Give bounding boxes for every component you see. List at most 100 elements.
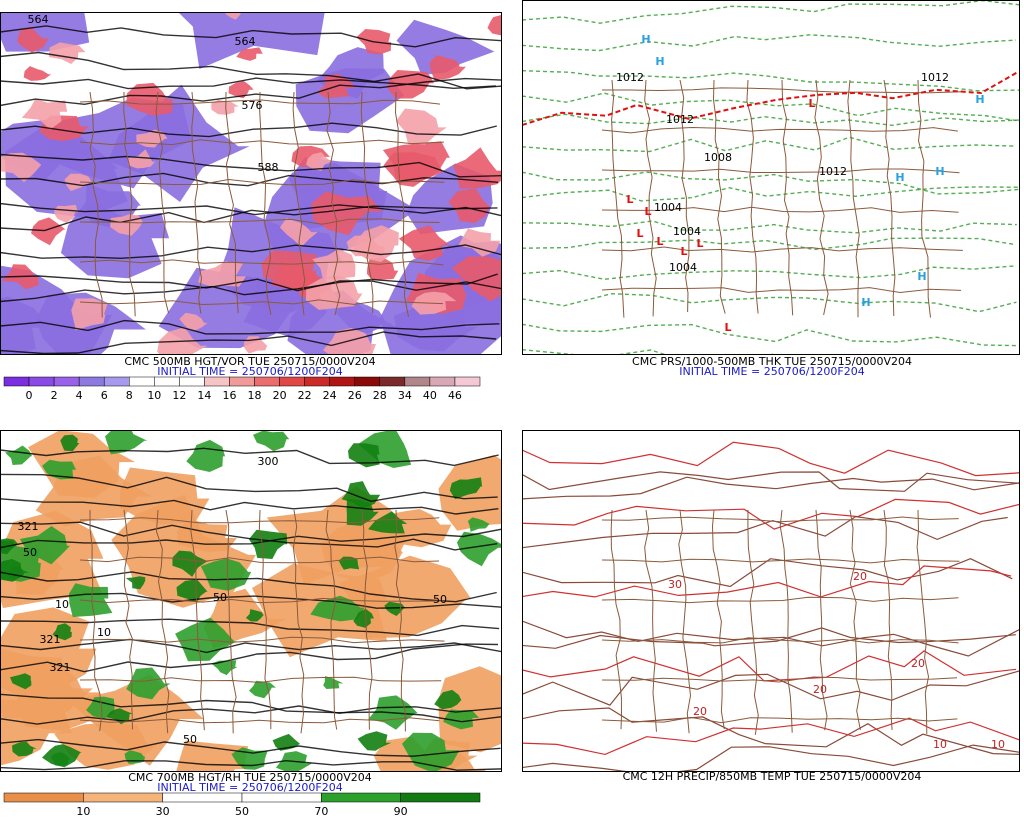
- field-shading: [320, 518, 404, 583]
- colorbar-swatch: [379, 376, 406, 387]
- colorbar-swatch: [78, 376, 105, 387]
- colorbar-label: 50: [235, 805, 249, 818]
- pressure-center: H: [917, 270, 926, 283]
- field-shading: [311, 191, 383, 236]
- field-shading: [228, 80, 254, 99]
- colorbar-swatch: [429, 376, 456, 387]
- field-shading: [48, 42, 86, 64]
- colorbar-label: 10: [147, 389, 161, 402]
- colorbar-label: 26: [348, 389, 362, 402]
- field-shading: [398, 225, 450, 261]
- contour-label: 50: [213, 591, 227, 604]
- state-border: [746, 79, 759, 314]
- field-shading: [21, 99, 68, 130]
- colorbar-label: 24: [323, 389, 337, 402]
- field-shading: [52, 623, 72, 641]
- contour-label: 564: [235, 35, 256, 48]
- state-border: [79, 259, 444, 266]
- pressure-center: H: [861, 296, 870, 309]
- contour-line: [522, 186, 1020, 202]
- state-border: [601, 716, 958, 724]
- field-shading: [323, 328, 376, 355]
- pressure-center: L: [724, 321, 731, 334]
- colorbar-label: 6: [101, 389, 108, 402]
- field-shading: [106, 708, 134, 725]
- colorbar-label: 18: [248, 389, 262, 402]
- pressure-center: L: [644, 205, 651, 218]
- contour-line: [0, 759, 502, 771]
- map-panel: [522, 0, 1020, 355]
- contour-label: 10: [991, 738, 1005, 751]
- field-shading: [60, 434, 80, 452]
- contour-label: 1012: [666, 113, 694, 126]
- field-shading: [279, 218, 318, 247]
- colorbar-swatch: [3, 376, 30, 387]
- initial-time: INITIAL TIME = 250706/1200F204: [157, 365, 342, 378]
- contour-line: [522, 237, 1014, 251]
- pressure-center: H: [935, 165, 944, 178]
- contour-line: [0, 618, 500, 637]
- field-shading: [357, 731, 392, 751]
- contour-line: [0, 244, 502, 260]
- colorbar-label: 90: [394, 805, 408, 818]
- state-border: [883, 79, 896, 317]
- state-border: [191, 91, 203, 314]
- contour-line: [0, 693, 502, 723]
- contour-label: 564: [28, 13, 49, 26]
- state-border: [601, 287, 962, 294]
- field-shading: [448, 188, 491, 223]
- contour-line: [0, 77, 502, 107]
- state-border: [79, 299, 443, 306]
- contour-line: [0, 521, 498, 551]
- state-border: [601, 206, 959, 213]
- contour-line: [0, 275, 502, 292]
- field-shading: [368, 511, 408, 534]
- map-panel: [522, 441, 1020, 772]
- panel-frame: [0, 12, 502, 355]
- field-shading: [253, 430, 290, 452]
- contour-line: [0, 643, 499, 673]
- contour-label: 20: [853, 570, 867, 583]
- field-shading: [200, 558, 252, 591]
- state-border: [849, 509, 861, 731]
- contour-label: 1004: [673, 225, 701, 238]
- colorbar-swatch: [454, 376, 481, 387]
- contour-line: [522, 113, 1020, 127]
- field-shading: [125, 576, 146, 590]
- contour-label: 321: [18, 520, 39, 533]
- colorbar-swatch: [103, 376, 130, 387]
- field-shading: [71, 298, 108, 331]
- contour-label: 20: [911, 657, 925, 670]
- state-border: [916, 509, 930, 735]
- contour-line: [0, 528, 502, 549]
- field-shading: [429, 55, 466, 81]
- field-shading: [126, 82, 173, 116]
- state-border: [361, 509, 373, 730]
- field-shading: [456, 531, 502, 567]
- state-border: [89, 509, 103, 732]
- field-shading: [443, 709, 480, 730]
- colorbar-label: 34: [398, 389, 412, 402]
- colorbar-swatch: [354, 376, 381, 387]
- field-shading: [487, 14, 502, 36]
- field-shading: [306, 152, 333, 171]
- field-shading: [458, 228, 501, 257]
- field-shading: [0, 152, 42, 183]
- field-shading: [23, 66, 52, 81]
- field-shading: [434, 689, 462, 710]
- contour-line: [522, 70, 1020, 92]
- contour-label: 50: [23, 546, 37, 559]
- field-shading: [60, 200, 170, 279]
- state-border: [679, 79, 690, 313]
- initial-time: INITIAL TIME = 250706/1200F204: [679, 365, 864, 378]
- pressure-center: L: [808, 97, 815, 110]
- state-border: [394, 91, 409, 317]
- state-border: [917, 79, 931, 318]
- contour-label: 1012: [921, 71, 949, 84]
- state-border: [601, 558, 960, 564]
- map-panel: [0, 430, 502, 772]
- contour-label: 20: [693, 705, 707, 718]
- state-border: [225, 91, 239, 313]
- field-shading: [353, 608, 374, 628]
- state-border: [601, 246, 963, 253]
